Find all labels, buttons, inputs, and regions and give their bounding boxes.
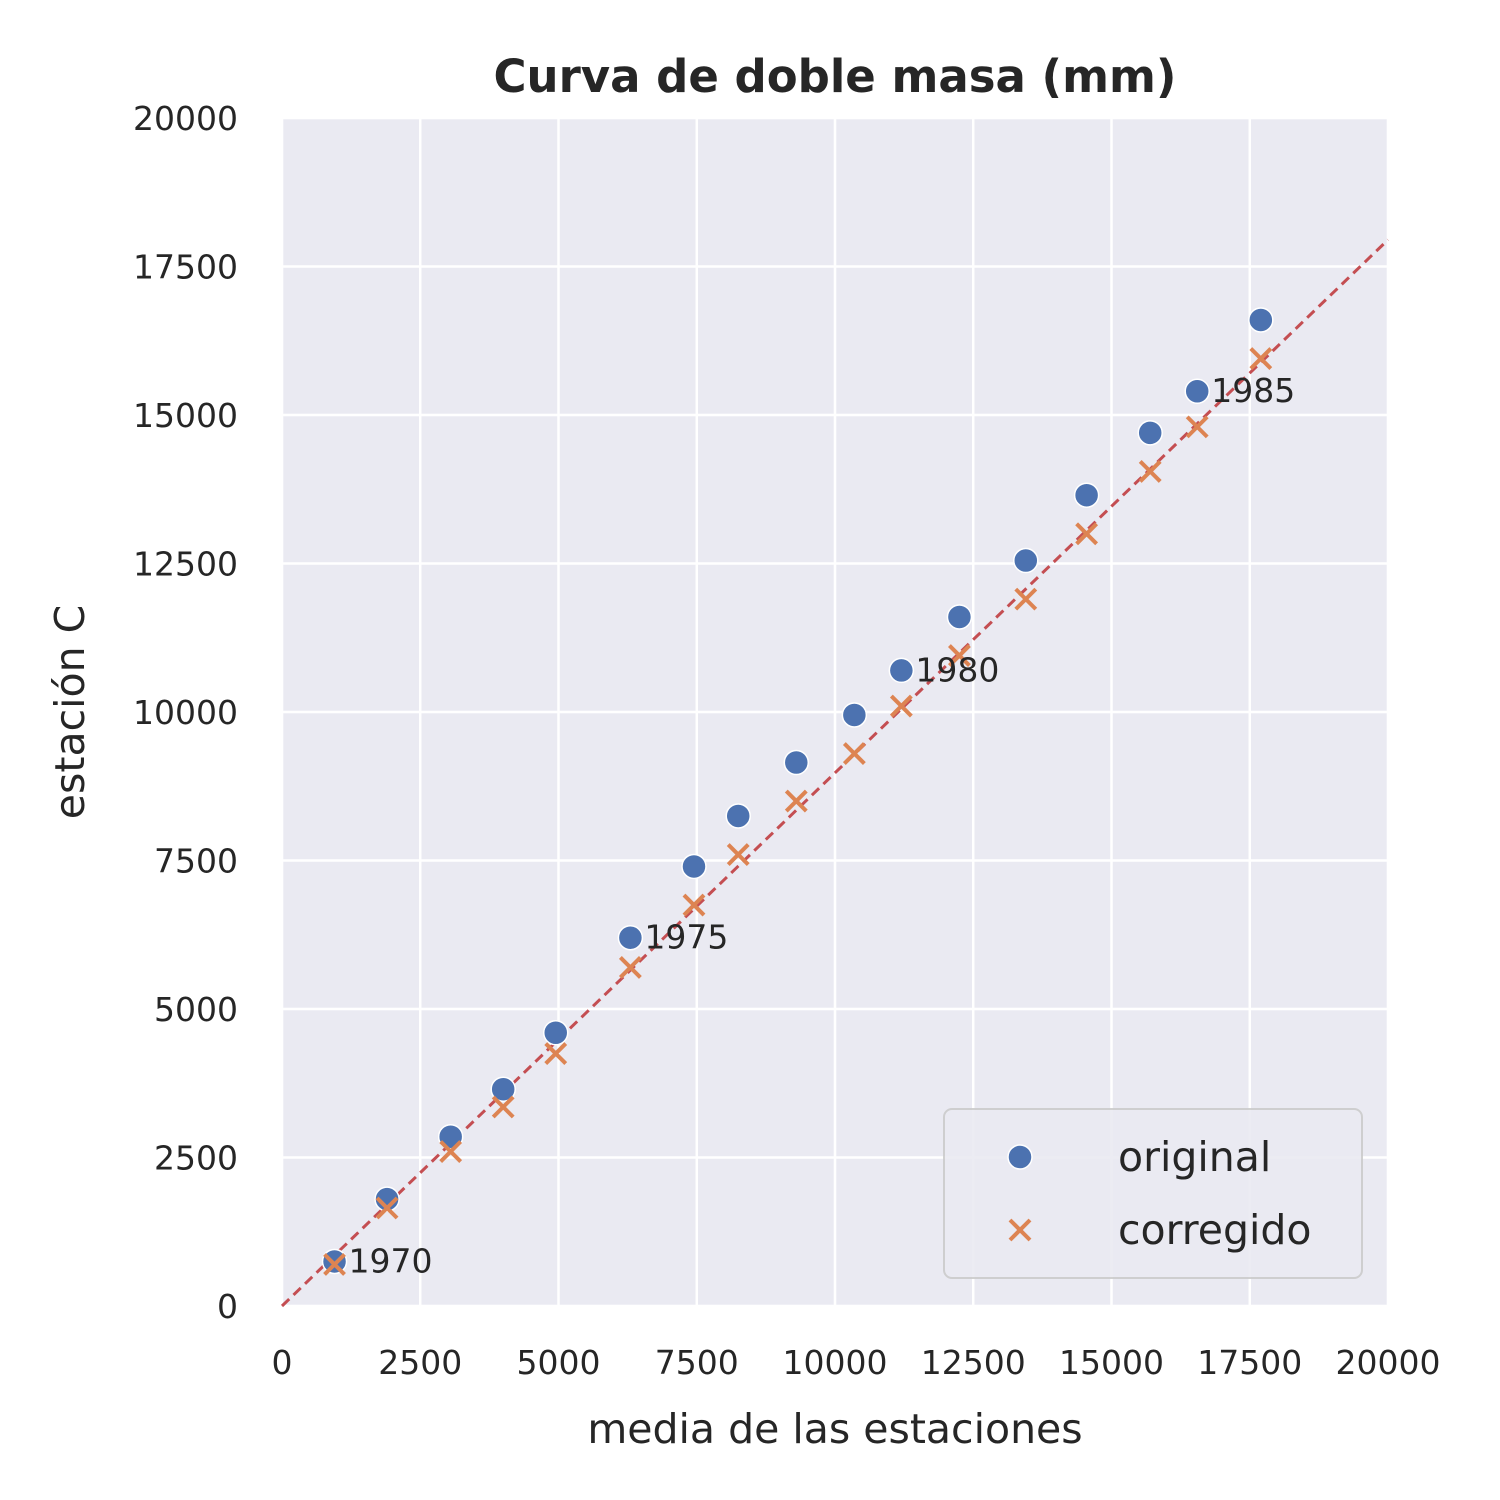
point-corregido bbox=[1249, 347, 1273, 370]
chart-title: Curva de doble masa (mm) bbox=[494, 50, 1177, 103]
x-tick-label: 10000 bbox=[783, 1343, 888, 1382]
legend: original corregido bbox=[943, 1108, 1363, 1279]
legend-marker-corregido bbox=[1008, 1218, 1032, 1242]
point-original bbox=[321, 1248, 348, 1275]
point-corregido bbox=[439, 1140, 463, 1163]
point-corregido bbox=[1185, 415, 1209, 439]
point-corregido bbox=[323, 1253, 346, 1276]
point-corregido bbox=[491, 1095, 515, 1119]
x-tick-label: 12500 bbox=[921, 1343, 1026, 1382]
point-original bbox=[1073, 482, 1100, 508]
point-corregido bbox=[784, 789, 808, 813]
point-original bbox=[1137, 420, 1163, 446]
point-corregido bbox=[842, 742, 866, 765]
point-corregido bbox=[948, 644, 971, 667]
annotations: 1970 1975 1980 1985 bbox=[349, 371, 1296, 1280]
year-annotation: 1970 bbox=[349, 1241, 433, 1280]
point-original bbox=[1184, 378, 1210, 404]
x-tick-label: 20000 bbox=[1336, 1343, 1441, 1382]
reference-line-group bbox=[280, 238, 1390, 1308]
point-original bbox=[841, 702, 868, 728]
x-tick-label: 15000 bbox=[1059, 1343, 1164, 1382]
x-tick-label: 5000 bbox=[517, 1343, 601, 1382]
y-tick-label: 15000 bbox=[133, 396, 238, 435]
y-tick-label: 17500 bbox=[133, 248, 238, 287]
x-axis-label: media de las estaciones bbox=[587, 1405, 1082, 1453]
y-tick-label: 2500 bbox=[154, 1139, 238, 1178]
point-original bbox=[725, 803, 751, 829]
x-tick-label: 2500 bbox=[378, 1343, 462, 1382]
x-axis-ticks: 0 2500 5000 7500 10000 12500 15000 17500 20000 bbox=[272, 1343, 1441, 1382]
point-corregido bbox=[375, 1196, 399, 1220]
point-corregido bbox=[1138, 460, 1162, 483]
data-marks bbox=[321, 307, 1274, 1276]
year-annotation: 1975 bbox=[644, 918, 728, 957]
y-axis-ticks: 0 2500 5000 7500 10000 12500 15000 17500 20000 bbox=[133, 99, 238, 1326]
x-tick-label: 7500 bbox=[655, 1343, 739, 1382]
x-tick-label: 0 bbox=[272, 1343, 293, 1382]
point-original bbox=[437, 1123, 464, 1150]
point-original bbox=[681, 853, 707, 880]
point-corregido bbox=[618, 956, 642, 979]
point-original bbox=[1248, 307, 1274, 333]
y-tick-label: 10000 bbox=[133, 693, 238, 732]
legend-box bbox=[943, 1108, 1363, 1279]
x-tick-label: 17500 bbox=[1197, 1343, 1302, 1382]
y-tick-label: 20000 bbox=[133, 99, 238, 138]
y-tick-label: 7500 bbox=[154, 842, 238, 881]
point-corregido bbox=[726, 843, 750, 866]
point-original bbox=[783, 749, 810, 776]
y-tick-label: 12500 bbox=[133, 545, 238, 584]
point-corregido bbox=[1075, 522, 1099, 546]
point-original bbox=[946, 604, 973, 630]
point-original bbox=[490, 1076, 516, 1102]
y-tick-label: 5000 bbox=[154, 990, 238, 1029]
y-tick-label: 0 bbox=[217, 1287, 238, 1326]
point-original bbox=[374, 1186, 400, 1212]
legend-label-corregido: corregido bbox=[1118, 1206, 1311, 1254]
year-annotation: 1985 bbox=[1211, 371, 1295, 410]
legend-marker-original bbox=[1007, 1144, 1033, 1170]
point-corregido bbox=[682, 893, 706, 917]
reference-line bbox=[280, 238, 1390, 1308]
point-original bbox=[542, 1020, 569, 1046]
point-original bbox=[888, 657, 915, 684]
point-original bbox=[617, 924, 644, 951]
y-axis-label: estación C bbox=[46, 605, 94, 819]
point-corregido bbox=[1014, 587, 1038, 611]
point-corregido bbox=[544, 1042, 568, 1065]
point-original bbox=[1013, 547, 1039, 574]
year-annotation: 1980 bbox=[915, 650, 999, 689]
point-corregido bbox=[889, 694, 913, 718]
legend-label-original: original bbox=[1118, 1133, 1271, 1181]
